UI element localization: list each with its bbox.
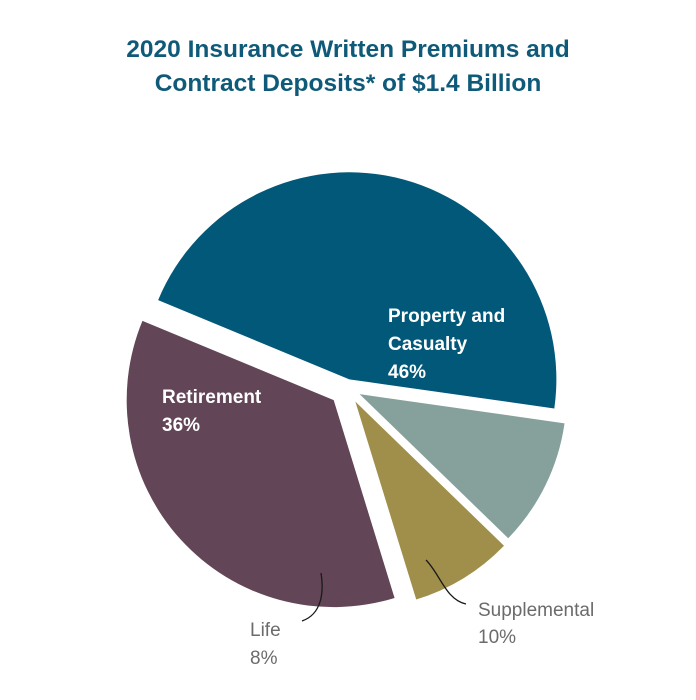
slice-label-property-casualty-line-1: Property and xyxy=(388,306,505,327)
pie-slice-retirement xyxy=(126,320,395,608)
chart-title-line-1: 2020 Insurance Written Premiums and xyxy=(126,36,570,63)
slice-value-retirement: 36% xyxy=(162,415,200,436)
slice-label-retirement: Retirement 36% xyxy=(162,387,267,436)
chart-title-line-2: Contract Deposits* of $1.4 Billion xyxy=(154,70,542,97)
pie-slice-property-casualty xyxy=(158,172,557,409)
slice-label-supplemental: Supplemental 10% xyxy=(478,600,599,648)
leader-line-supplemental xyxy=(425,559,467,605)
slice-label-property-casualty-line-2: Casualty xyxy=(388,334,468,355)
slice-label-property-casualty: Property and Casualty 46% xyxy=(388,306,510,383)
pie-slice-life xyxy=(355,401,505,600)
slice-label-supplemental-line-1: Supplemental xyxy=(478,600,594,621)
slice-value-property-casualty: 46% xyxy=(388,362,426,383)
pie-slice-supplemental xyxy=(359,394,565,539)
slice-value-supplemental: 10% xyxy=(478,627,516,648)
chart-title: 2020 Insurance Written Premiums and Cont… xyxy=(0,33,696,101)
slice-label-life-line-1: Life xyxy=(250,620,281,641)
slice-label-retirement-line-1: Retirement xyxy=(162,387,262,408)
slice-value-life: 8% xyxy=(250,648,278,669)
pie-slices xyxy=(126,172,565,608)
leader-lines xyxy=(301,559,467,622)
slice-label-life: Life 8% xyxy=(250,620,286,669)
leader-line-life xyxy=(301,572,323,622)
